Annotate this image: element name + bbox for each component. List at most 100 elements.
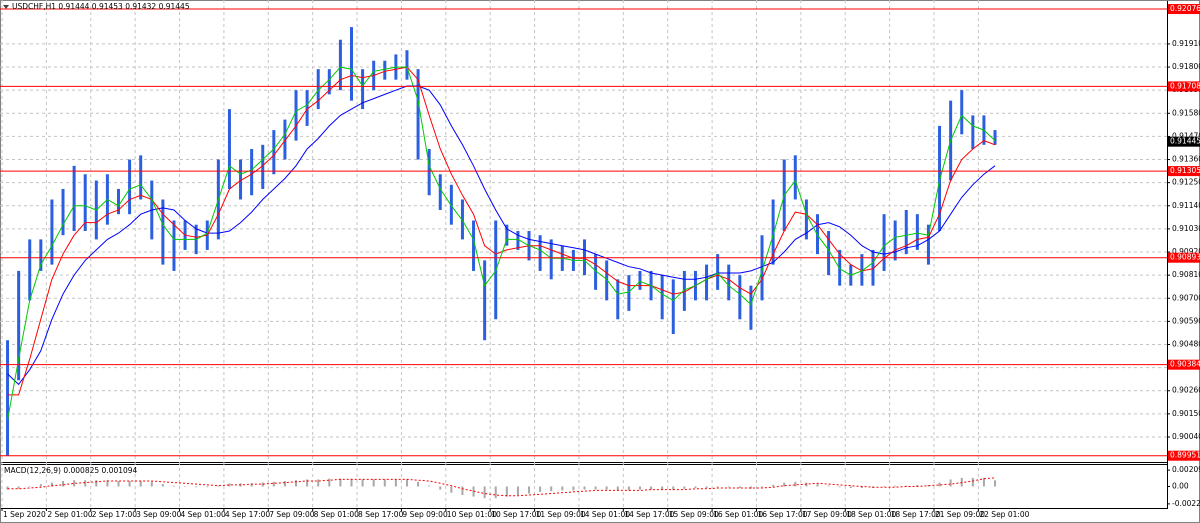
y-tick-label: 0.90810: [1172, 270, 1200, 279]
price-label-box: [1168, 136, 1200, 147]
y-tick-label: 0.91250: [1172, 178, 1200, 187]
price-label: 0.90384: [1170, 360, 1200, 369]
macd-bar: [949, 479, 952, 487]
macd-bar: [261, 482, 264, 487]
macd-bar: [483, 486, 486, 499]
macd-bar: [39, 484, 42, 487]
macd-bar: [816, 484, 819, 487]
macd-bar: [894, 485, 897, 487]
macd-bar: [938, 482, 941, 487]
macd-bar: [994, 480, 997, 487]
moving-average: [7, 85, 996, 386]
macd-bar: [761, 486, 764, 488]
macd-bar: [428, 485, 431, 487]
macd-bar: [317, 479, 320, 487]
macd-bar: [272, 481, 275, 487]
macd-bar: [283, 480, 286, 487]
macd-bar: [217, 485, 220, 487]
x-tick-label: 9 Sep 09:00: [402, 510, 448, 519]
macd-bar: [605, 486, 608, 490]
macd-bar: [672, 486, 675, 490]
price-label: 0.92076: [1170, 4, 1200, 13]
macd-bar: [838, 486, 841, 488]
macd-bar: [583, 486, 586, 490]
y-tick-label: 0.91030: [1172, 224, 1200, 233]
macd-bar: [683, 486, 686, 489]
macd-bar: [150, 481, 153, 487]
price-label-box: [1168, 166, 1200, 177]
y-tick-label: -0.002233: [1172, 499, 1200, 508]
y-tick-label: 0.002097: [1172, 465, 1200, 474]
macd-bar: [716, 486, 719, 488]
macd-bar: [627, 486, 630, 491]
x-tick-label: 8 Sep 17:00: [358, 510, 404, 519]
macd-bar: [417, 481, 420, 487]
price-label-box: [1168, 359, 1200, 370]
macd-bar: [128, 480, 131, 487]
macd-bar: [405, 479, 408, 487]
macd-bar: [727, 486, 730, 488]
x-tick-label: 14 Sep 17:00: [624, 510, 674, 519]
macd-bar: [827, 485, 830, 487]
macd-bar: [494, 486, 497, 499]
y-tick-label: 0.90920: [1172, 247, 1200, 256]
x-tick-label: 10 Sep 17:00: [491, 510, 541, 519]
macd-bar: [594, 486, 597, 490]
x-tick-label: 3 Sep 09:00: [136, 510, 182, 519]
price-label: 0.89951: [1170, 451, 1200, 460]
y-tick-label: 0.90260: [1172, 386, 1200, 395]
macd-bar: [28, 486, 31, 487]
x-tick-label: 4 Sep 01:00: [181, 510, 227, 519]
price-label-box: [1168, 81, 1200, 92]
macd-title: MACD(12,26,9) 0.000825 0.001094: [4, 466, 138, 475]
y-tick-label: 0.91580: [1172, 108, 1200, 117]
x-tick-label: 14 Sep 01:00: [580, 510, 630, 519]
macd-bar: [328, 478, 331, 487]
chart-title: USDCHF,H1 0.91444 0.91453 0.91432 0.9144…: [12, 2, 190, 11]
y-tick-label: 0.90700: [1172, 293, 1200, 302]
macd-bar: [661, 486, 664, 490]
macd-bar: [883, 486, 886, 487]
macd-bar: [372, 479, 375, 487]
macd-bar: [95, 480, 98, 487]
macd-bar: [306, 479, 309, 487]
macd-bar: [228, 483, 231, 487]
price-label-box: [1168, 4, 1200, 15]
macd-bar: [650, 486, 653, 490]
macd-bar: [516, 486, 519, 496]
x-tick-label: 2 Sep 17:00: [92, 510, 138, 519]
x-tick-label: 16 Sep 01:00: [713, 510, 763, 519]
x-tick-label: 10 Sep 01:00: [447, 510, 497, 519]
y-tick-label: 0.91800: [1172, 62, 1200, 71]
y-tick-label: 0.90040: [1172, 432, 1200, 441]
macd-bar: [772, 484, 775, 487]
macd-bar: [505, 486, 508, 497]
price-label: 0.91445: [1170, 137, 1200, 146]
macd-bar: [860, 486, 863, 489]
y-tick-label: 0.90480: [1172, 340, 1200, 349]
macd-bar: [117, 480, 120, 487]
x-tick-label: 18 Sep 01:00: [846, 510, 896, 519]
y-tick-label: 0.91910: [1172, 39, 1200, 48]
macd-bar: [638, 486, 641, 490]
price-label: 0.91305: [1170, 166, 1200, 175]
macd-bar: [139, 480, 142, 487]
macd-bar: [106, 480, 109, 487]
price-label-box: [1168, 450, 1200, 461]
macd-bar: [794, 481, 797, 487]
x-tick-label: 4 Sep 17:00: [225, 510, 271, 519]
macd-bar: [616, 486, 619, 491]
macd-bar: [916, 484, 919, 487]
macd-bar: [705, 486, 708, 489]
macd-bar: [694, 486, 697, 489]
macd-bar: [572, 486, 575, 491]
macd-bar: [350, 478, 353, 487]
macd-bar: [50, 482, 53, 487]
macd-bar: [783, 482, 786, 487]
y-tick-label: 0.91360: [1172, 155, 1200, 164]
x-tick-label: 18 Sep 17:00: [891, 510, 941, 519]
macd-bar: [195, 486, 198, 488]
